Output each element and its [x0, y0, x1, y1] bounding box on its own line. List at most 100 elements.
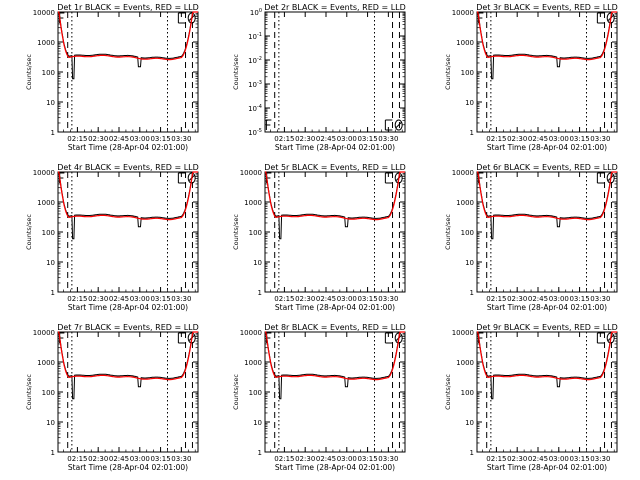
y-tick-exponent: -5 [257, 128, 262, 134]
y-tick-label: 1000 [244, 359, 262, 367]
lld-series-line [58, 11, 198, 61]
y-axis-label: Counts/sec [232, 214, 240, 250]
x-axis-label: Start Time (28-Apr-04 02:01:00) [487, 143, 607, 152]
x-tick-label: 02:15 [486, 135, 506, 143]
plot-frame [476, 331, 618, 453]
x-tick-label: 02:30 [507, 455, 527, 463]
marker-f [265, 119, 272, 130]
x-tick-label: 03:00 [130, 135, 150, 143]
x-tick-label: 03:00 [337, 295, 357, 303]
x-tick-label: 02:45 [528, 455, 548, 463]
panel-p4: Det 4r BLACK = Events, RED = LLD 1 10 100 10… [25, 163, 199, 312]
plot-frame [264, 171, 406, 293]
marker-t-glyph [384, 119, 393, 131]
y-tick-label: 10000 [33, 169, 55, 177]
panel-p6: Det 6r BLACK = Events, RED = LLD 1 10 100 10… [444, 163, 618, 312]
plot-frame [264, 11, 406, 133]
lld-series-line [58, 171, 198, 221]
y-tick-label: 10-5 [248, 128, 262, 137]
x-tick-label: 02:30 [88, 135, 108, 143]
x-axis-label: Start Time (28-Apr-04 02:01:00) [275, 143, 395, 152]
y-tick-label: 100 [461, 229, 474, 237]
marker-t [177, 172, 186, 184]
x-tick-label: 03:15 [569, 455, 589, 463]
x-tick-label: 03:30 [171, 135, 191, 143]
x-tick-label: 02:45 [528, 135, 548, 143]
plot-frame [476, 11, 618, 133]
y-tick-label: 10000 [240, 329, 262, 337]
panel-title: Det 5r BLACK = Events, RED = LLD [264, 163, 406, 172]
x-tick-label: 02:15 [274, 455, 294, 463]
marker-t [596, 12, 605, 24]
y-axis-label: Counts/sec [25, 214, 33, 250]
y-tick-label: 1 [470, 449, 474, 457]
marker-t-glyph [384, 172, 393, 184]
y-tick-label: 1 [51, 449, 55, 457]
x-tick-label: 03:15 [150, 135, 170, 143]
y-tick-label: 10-1 [248, 32, 262, 41]
panel-title: Det 6r BLACK = Events, RED = LLD [476, 163, 618, 172]
x-tick-label: 03:30 [378, 295, 398, 303]
x-tick-label: 02:45 [109, 455, 129, 463]
x-tick-label: 03:30 [378, 455, 398, 463]
events-series-line [477, 171, 617, 240]
events-series-line [58, 11, 198, 80]
x-axis-label: Start Time (28-Apr-04 02:01:00) [68, 303, 188, 312]
events-series-line [477, 331, 617, 400]
y-tick-label: 10 [46, 259, 55, 267]
plot-frame [57, 331, 199, 453]
y-axis-label: Counts/sec [444, 214, 452, 250]
y-tick-label: 100 [42, 389, 55, 397]
y-tick-label: 1 [51, 289, 55, 297]
marker-t-glyph [384, 332, 393, 344]
events-series-line [265, 331, 405, 400]
y-tick-label: 100 [250, 8, 262, 17]
y-tick-label: 10000 [452, 329, 474, 337]
x-tick-label: 03:15 [150, 295, 170, 303]
x-tick-label: 03:30 [590, 295, 610, 303]
x-tick-label: 03:30 [171, 455, 191, 463]
y-tick-exponent: -3 [257, 80, 262, 86]
x-tick-label: 02:30 [88, 455, 108, 463]
y-tick-label: 10-4 [248, 104, 262, 113]
x-tick-label: 03:30 [378, 135, 398, 143]
x-tick-label: 03:00 [549, 295, 569, 303]
panel-title: Det 7r BLACK = Events, RED = LLD [57, 323, 199, 332]
y-tick-label: 100 [461, 69, 474, 77]
plot-frame [57, 171, 199, 293]
x-tick-label: 02:45 [528, 295, 548, 303]
panel-title: Det 2r BLACK = Events, RED = LLD [264, 3, 406, 12]
y-tick-exponent: -1 [257, 32, 262, 38]
lld-series-line [477, 331, 617, 381]
y-axis-label: Counts/sec [25, 374, 33, 410]
y-tick-label: 10 [465, 419, 474, 427]
y-tick-label: 1000 [456, 359, 474, 367]
x-tick-label: 03:15 [357, 295, 377, 303]
y-tick-label: 10000 [33, 329, 55, 337]
y-tick-exponent: -2 [257, 56, 262, 62]
x-tick-label: 03:30 [590, 455, 610, 463]
panel-title: Det 9r BLACK = Events, RED = LLD [476, 323, 618, 332]
x-tick-label: 02:30 [507, 295, 527, 303]
x-tick-label: 02:15 [274, 295, 294, 303]
y-tick-label: 1000 [456, 39, 474, 47]
x-tick-label: 03:15 [150, 455, 170, 463]
x-tick-label: 03:00 [549, 135, 569, 143]
x-tick-label: 03:15 [569, 295, 589, 303]
y-tick-label: 10 [465, 99, 474, 107]
y-tick-label: 1000 [37, 199, 55, 207]
y-tick-label: 10-2 [248, 56, 262, 65]
marker-t [384, 119, 393, 131]
marker-t-glyph [177, 332, 186, 344]
x-axis-label: Start Time (28-Apr-04 02:01:00) [487, 463, 607, 472]
marker-t [177, 12, 186, 24]
panel-title: Det 8r BLACK = Events, RED = LLD [264, 323, 406, 332]
y-tick-label: 1 [51, 129, 55, 137]
y-tick-label: 10000 [240, 169, 262, 177]
x-tick-label: 02:45 [316, 135, 336, 143]
x-tick-label: 02:30 [295, 135, 315, 143]
panel-p9: Det 9r BLACK = Events, RED = LLD 1 10 100 10… [444, 323, 618, 472]
y-tick-label: 100 [461, 389, 474, 397]
x-tick-label: 02:30 [295, 295, 315, 303]
x-tick-label: 03:30 [590, 135, 610, 143]
